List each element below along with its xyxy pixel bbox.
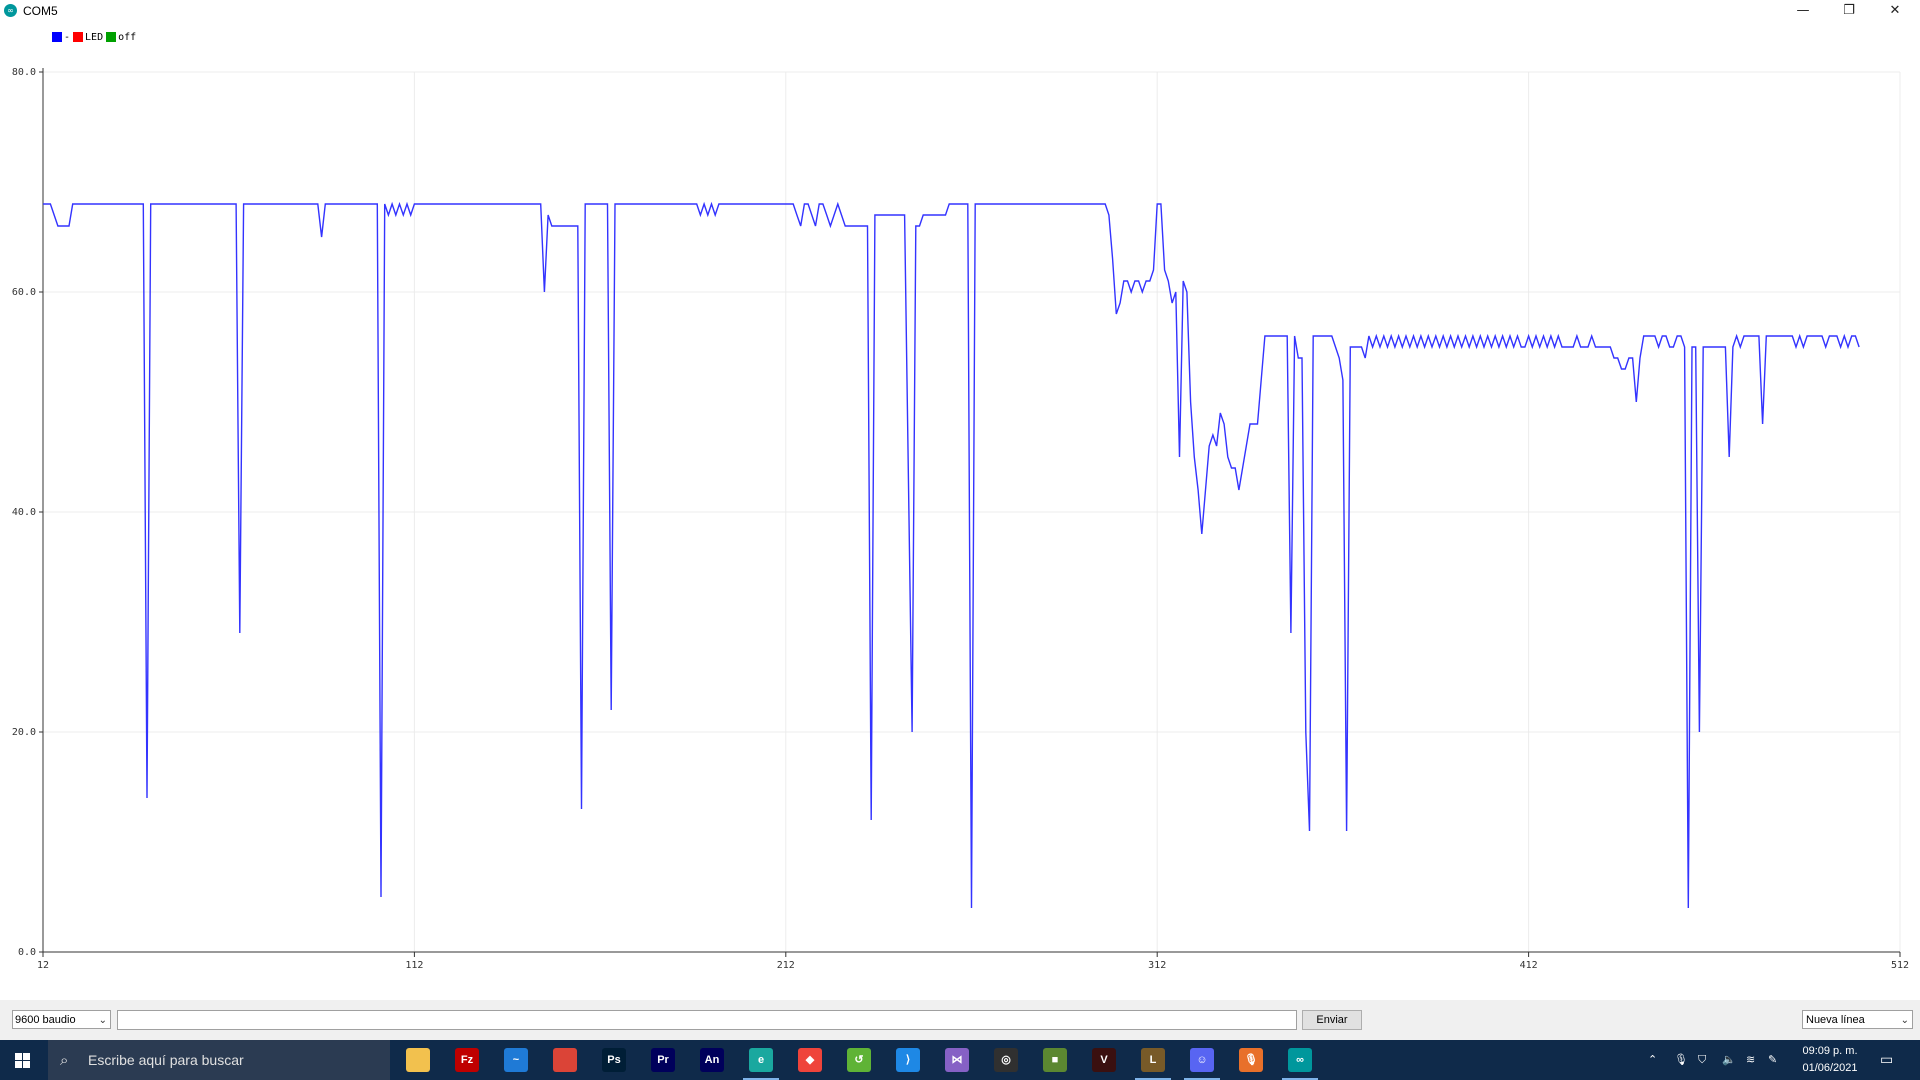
minimize-button[interactable]: —	[1796, 3, 1810, 18]
baud-rate-select[interactable]: 9600 baudio ⌄	[12, 1010, 111, 1029]
chrome-icon[interactable]	[553, 1048, 577, 1072]
plotter-controls: 9600 baudio ⌄ Enviar Nueva línea ⌄	[0, 1000, 1920, 1040]
microphone-app-icon[interactable]: 🎙	[1239, 1048, 1263, 1072]
utility-icon[interactable]: ↺	[847, 1048, 871, 1072]
line-ending-select[interactable]: Nueva línea ⌄	[1802, 1010, 1913, 1029]
x-tick-label: 312	[1148, 960, 1166, 971]
microphone-icon[interactable]: 🎙	[1674, 1053, 1688, 1066]
notifications-icon[interactable]: ▭	[1880, 1052, 1894, 1068]
baud-rate-value: 9600 baudio	[15, 1014, 76, 1026]
sway-icon[interactable]: ~	[504, 1048, 528, 1072]
y-tick-label: 40.0	[12, 507, 36, 518]
vectr-icon[interactable]: V	[1092, 1048, 1116, 1072]
premiere-icon[interactable]: Pr	[651, 1048, 675, 1072]
animate-icon[interactable]: An	[700, 1048, 724, 1072]
filezilla-icon[interactable]: Fz	[455, 1048, 479, 1072]
legend-swatch-off	[106, 32, 117, 42]
y-tick-label: 0.0	[18, 947, 36, 958]
clock-date: 01/06/2021	[1802, 1062, 1858, 1074]
edge-icon[interactable]: e	[749, 1048, 773, 1072]
file-explorer-icon[interactable]	[406, 1048, 430, 1072]
windows-start-button[interactable]	[0, 1040, 46, 1080]
x-tick-label: 412	[1520, 960, 1538, 971]
security-icon[interactable]: ⛉	[1698, 1053, 1707, 1066]
wifi-icon[interactable]: ≋	[1746, 1053, 1756, 1066]
visual-studio-icon[interactable]: ⋈	[945, 1048, 969, 1072]
running-indicator	[743, 1078, 779, 1080]
running-indicator	[1135, 1078, 1171, 1080]
x-tick-label: 12	[37, 960, 49, 971]
legend-label-series: -	[64, 31, 71, 43]
y-tick-label: 20.0	[12, 727, 36, 738]
volume-icon[interactable]: 🔈	[1722, 1053, 1736, 1066]
arduino-app-icon[interactable]: ∞	[1288, 1048, 1312, 1072]
clock-time: 09:09 p. m.	[1802, 1045, 1858, 1057]
chevron-down-icon: ⌄	[1900, 1015, 1909, 1026]
league-icon[interactable]: L	[1141, 1048, 1165, 1072]
photoshop-icon[interactable]: Ps	[602, 1048, 626, 1072]
legend-label-off: off	[118, 31, 137, 43]
legend-swatch-series	[52, 32, 62, 42]
chart-legend: - LED off	[52, 31, 139, 43]
clock[interactable]: 09:09 p. m. 01/06/2021	[1790, 1043, 1870, 1077]
arduino-icon: ∞	[4, 4, 17, 17]
minecraft-icon[interactable]: ■	[1043, 1048, 1067, 1072]
send-input[interactable]	[117, 1010, 1297, 1030]
obs-icon[interactable]: ◎	[994, 1048, 1018, 1072]
anydesk-icon[interactable]: ◆	[798, 1048, 822, 1072]
running-indicator	[1184, 1078, 1220, 1080]
line-ending-value: Nueva línea	[1806, 1014, 1865, 1026]
running-indicator	[1282, 1078, 1318, 1080]
pen-icon[interactable]: ✎	[1768, 1053, 1778, 1066]
taskbar: ⌕ Escribe aquí para buscar Fz ~ Ps Pr An e ◆ ↺ ⟩…	[0, 1040, 1920, 1080]
search-icon: ⌕	[60, 1051, 69, 1069]
y-tick-label: 60.0	[12, 287, 36, 298]
window-title: COM5	[23, 4, 58, 18]
vscode-icon[interactable]: ⟩	[896, 1048, 920, 1072]
legend-label-led: LED	[85, 31, 104, 43]
show-hidden-icons-icon[interactable]: ⌃	[1648, 1053, 1658, 1066]
x-tick-label: 112	[405, 960, 423, 971]
y-tick-label: 80.0	[12, 67, 36, 78]
taskbar-search[interactable]: ⌕ Escribe aquí para buscar	[48, 1040, 390, 1080]
serial-plotter-chart: 0.0 20.0 40.0 60.0 80.0 12 112 212 312 412 512	[12, 67, 1909, 971]
close-button[interactable]: ✕	[1889, 3, 1901, 18]
send-button[interactable]: Enviar	[1302, 1010, 1362, 1030]
x-tick-label: 212	[777, 960, 795, 971]
search-placeholder: Escribe aquí para buscar	[88, 1052, 244, 1068]
restore-button[interactable]: ❐	[1843, 3, 1855, 18]
legend-swatch-led	[73, 32, 84, 42]
series-line	[43, 201, 1860, 909]
chevron-down-icon: ⌄	[98, 1015, 107, 1026]
discord-icon[interactable]: ☺	[1190, 1048, 1214, 1072]
title-bar: ∞ COM5 — ❐ ✕	[0, 0, 1920, 22]
x-tick-label: 512	[1891, 960, 1909, 971]
